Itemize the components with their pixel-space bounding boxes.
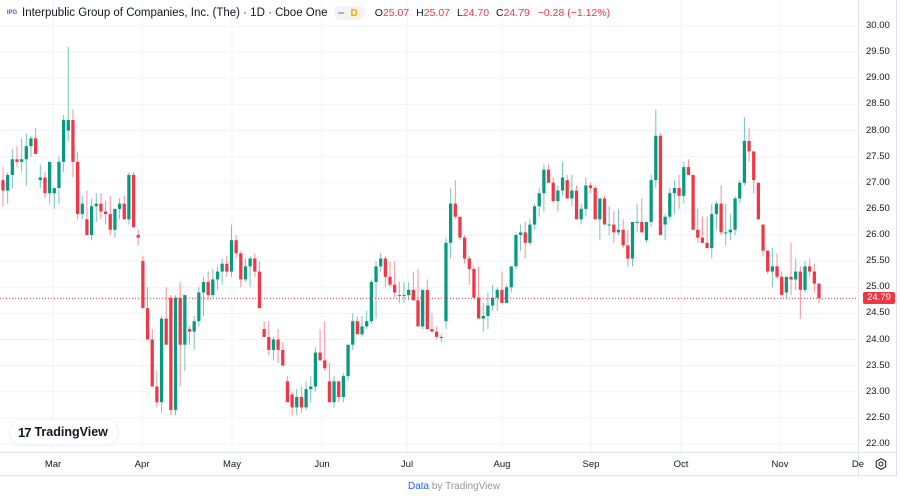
- interval-badge[interactable]: D: [333, 6, 365, 20]
- chart-frame: [0, 0, 897, 476]
- price-tick-label: 23.50: [866, 359, 890, 371]
- price-tick-label: 22.50: [866, 411, 890, 423]
- price-tick-label: 22.00: [866, 438, 890, 449]
- chart-legend: IPG Interpublic Group of Companies, Inc.…: [6, 5, 610, 21]
- high-value: 25.07: [423, 7, 451, 19]
- price-tick-label: 29.00: [866, 72, 890, 84]
- change-value: −0.28 (−1.12%): [537, 7, 611, 19]
- price-tick-label: 29.50: [866, 46, 890, 58]
- settings-icon[interactable]: [875, 458, 887, 470]
- price-tick-label: 27.00: [866, 176, 890, 188]
- interval-label: D: [347, 7, 361, 19]
- close-value: 24.79: [503, 7, 530, 19]
- price-tick-label: 28.50: [866, 98, 890, 110]
- price-tick-label: 24.00: [866, 333, 890, 345]
- data-attribution: Data by TradingView: [408, 481, 500, 492]
- time-tick-label: Nov: [771, 459, 789, 470]
- time-tick-label: Jul: [400, 459, 414, 470]
- ohlc-values: O25.07 H25.07 L24.70 C24.79 −0.28 (−1.12…: [371, 7, 610, 19]
- low-value: 24.70: [462, 7, 490, 19]
- tradingview-logo-icon: 17: [18, 424, 32, 440]
- watermark-text: TradingView: [34, 425, 108, 439]
- price-tick-label: 25.00: [866, 281, 890, 293]
- collapse-dash-icon: [337, 12, 344, 14]
- chart-title: Interpublic Group of Companies, Inc. (Th…: [22, 7, 328, 19]
- time-tick-label: Jun: [314, 459, 330, 470]
- price-tick-label: 27.50: [866, 150, 890, 162]
- data-link[interactable]: Data: [408, 481, 430, 492]
- price-tick-label: 24.50: [866, 307, 890, 319]
- time-tick-label: Aug: [493, 459, 511, 470]
- time-tick-label: May: [223, 459, 241, 470]
- time-tick-label: Oct: [673, 459, 689, 470]
- open-value: 25.07: [382, 7, 410, 19]
- time-tick-label: Mar: [44, 459, 62, 470]
- price-tick-label: 23.00: [866, 385, 890, 397]
- high-label: H: [416, 7, 424, 19]
- symbol-logo-icon: IPG: [6, 10, 18, 16]
- time-tick-label: Sep: [582, 459, 600, 470]
- price-tick-label: 26.50: [866, 202, 890, 214]
- attribution-text: by TradingView: [429, 481, 501, 492]
- price-tick-label: 26.00: [866, 229, 890, 240]
- close-label: C: [495, 7, 504, 19]
- time-tick-label: Apr: [134, 459, 150, 470]
- price-tick-label: 30.00: [866, 20, 890, 31]
- low-label: L: [456, 7, 463, 19]
- price-tick-label: 25.50: [866, 255, 890, 267]
- open-label: O: [374, 7, 383, 19]
- tradingview-watermark[interactable]: 17 TradingView: [10, 420, 118, 444]
- last-price-tag: 24.79: [863, 292, 895, 305]
- time-tick-label: De: [851, 459, 865, 470]
- price-tick-label: 28.00: [866, 124, 890, 136]
